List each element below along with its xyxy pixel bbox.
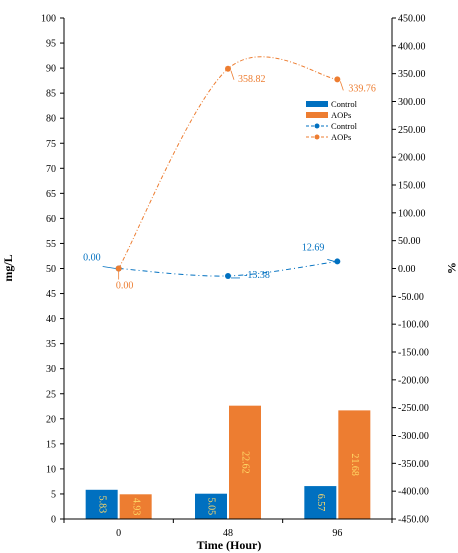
left-tick-label: 70 bbox=[46, 164, 56, 175]
left-tick-label: 10 bbox=[46, 464, 56, 475]
bar-aops bbox=[119, 494, 152, 519]
x-tick-label: 0 bbox=[116, 528, 121, 539]
line-point-aops bbox=[115, 265, 122, 272]
right-tick-label: 150.00 bbox=[398, 181, 426, 192]
right-axis-ticks: -450.00 -400.00 -350.00 -300.00 -250.00 -200.… bbox=[392, 14, 429, 526]
legend-label: Control bbox=[331, 99, 358, 109]
legend-marker bbox=[314, 134, 320, 140]
leader-line bbox=[102, 266, 116, 269]
left-tick-label: 75 bbox=[46, 139, 56, 150]
bar-data-label: 21.68 bbox=[349, 453, 360, 476]
bar-control bbox=[304, 486, 337, 519]
left-tick-label: 20 bbox=[46, 414, 56, 425]
left-tick-label: 45 bbox=[46, 289, 56, 300]
right-tick-label: 250.00 bbox=[398, 125, 426, 136]
bar-data-label: 4.93 bbox=[130, 498, 141, 516]
leader-line bbox=[339, 81, 344, 91]
bar-data-label: 22.62 bbox=[240, 451, 251, 474]
left-tick-label: 0 bbox=[51, 515, 56, 526]
bar-data-label: 6.57 bbox=[315, 494, 326, 512]
right-tick-label: 400.00 bbox=[398, 41, 426, 52]
line-point-aops bbox=[225, 65, 231, 72]
legend-label: AOPs bbox=[331, 132, 351, 142]
right-tick-label: 0.00 bbox=[398, 264, 416, 275]
left-tick-label: 90 bbox=[46, 64, 56, 75]
x-axis-title: Time (Hour) bbox=[197, 538, 262, 552]
right-tick-label: -350.00 bbox=[398, 459, 429, 470]
axes bbox=[63, 18, 393, 520]
y2-axis-title: % bbox=[445, 262, 458, 274]
left-tick-label: 55 bbox=[46, 239, 56, 250]
left-tick-label: 50 bbox=[46, 264, 56, 275]
leader-line bbox=[230, 70, 235, 80]
line-point-aops bbox=[334, 76, 341, 83]
bar-data-label: 5.05 bbox=[206, 498, 217, 515]
bar-data-label: 5.83 bbox=[96, 496, 107, 514]
left-tick-label: 40 bbox=[46, 314, 56, 325]
right-tick-label: 350.00 bbox=[398, 69, 426, 80]
line-point-control bbox=[225, 272, 231, 279]
left-tick-label: 5 bbox=[51, 489, 56, 500]
bar-control bbox=[85, 489, 118, 519]
line-data-label: -13.38 bbox=[244, 270, 270, 281]
right-tick-label: -450.00 bbox=[398, 515, 429, 526]
right-tick-label: -50.00 bbox=[398, 292, 424, 303]
legend-label: AOPs bbox=[331, 110, 351, 120]
line-data-label: 358.82 bbox=[238, 74, 266, 85]
line-point-control bbox=[334, 258, 341, 265]
right-tick-label: -300.00 bbox=[398, 431, 429, 442]
legend-swatch-aops bbox=[306, 112, 328, 118]
right-tick-label: -100.00 bbox=[398, 320, 429, 331]
x-tick-label: 48 bbox=[223, 528, 233, 539]
left-tick-label: 60 bbox=[46, 214, 56, 225]
left-tick-label: 25 bbox=[46, 389, 56, 400]
left-tick-label: 80 bbox=[46, 114, 56, 125]
line-data-label: 0.00 bbox=[83, 253, 101, 264]
bar-control bbox=[195, 493, 227, 519]
line-data-label: 0.00 bbox=[116, 281, 134, 292]
line-series: 0.00 -13.38 12.69 0.00 358.82 339.76 bbox=[83, 56, 376, 292]
right-tick-label: -150.00 bbox=[398, 348, 429, 359]
line-data-label: 12.69 bbox=[302, 242, 325, 253]
legend-marker bbox=[314, 123, 320, 129]
right-tick-label: 200.00 bbox=[398, 153, 426, 164]
left-tick-label: 100 bbox=[41, 14, 56, 25]
leader-line bbox=[327, 259, 335, 262]
right-tick-label: 50.00 bbox=[398, 236, 421, 247]
right-tick-label: 450.00 bbox=[398, 14, 426, 25]
y-axis-title: mg/L bbox=[1, 254, 15, 281]
right-tick-label: -250.00 bbox=[398, 403, 429, 414]
left-tick-label: 30 bbox=[46, 364, 56, 375]
x-axis-ticks: 0 48 96 bbox=[63, 519, 393, 539]
right-tick-label: 300.00 bbox=[398, 97, 426, 108]
bar-aops bbox=[229, 405, 261, 519]
legend-label: Control bbox=[331, 121, 358, 131]
x-tick-label: 96 bbox=[332, 528, 342, 539]
left-tick-label: 85 bbox=[46, 89, 56, 100]
line-aops bbox=[118, 56, 338, 269]
legend-swatch-control bbox=[306, 101, 328, 107]
bar-aops bbox=[338, 410, 371, 519]
line-data-label: 339.76 bbox=[348, 83, 376, 94]
left-tick-label: 35 bbox=[46, 339, 56, 350]
left-tick-label: 15 bbox=[46, 439, 56, 450]
left-tick-label: 65 bbox=[46, 189, 56, 200]
left-axis-ticks: 0 5 10 15 20 25 30 35 40 45 50 55 60 65 70 75 80 85 90 95 10… bbox=[41, 14, 64, 526]
right-tick-label: -400.00 bbox=[398, 487, 429, 498]
right-tick-label: 100.00 bbox=[398, 208, 426, 219]
right-tick-label: -200.00 bbox=[398, 375, 429, 386]
bar-series: 5.83 5.05 6.57 4.93 22.62 21.68 bbox=[85, 405, 371, 519]
left-tick-label: 95 bbox=[46, 39, 56, 50]
